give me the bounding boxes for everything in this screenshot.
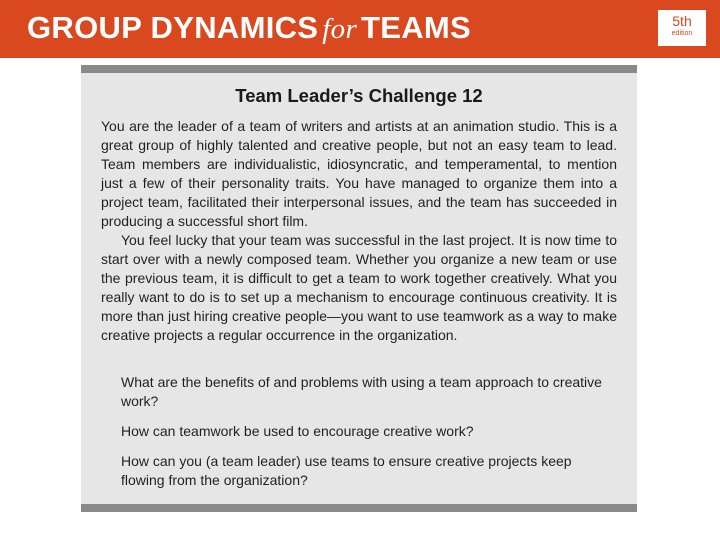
edition-label: edition	[671, 30, 693, 37]
challenge-card: Team Leader’s Challenge 12 You are the l…	[81, 65, 637, 512]
book-title: GROUP DYNAMICS for TEAMS	[27, 8, 471, 49]
challenge-title: Team Leader’s Challenge 12	[235, 85, 483, 106]
edition-badge: 5th edition	[658, 10, 706, 46]
card-bottom-rule	[81, 504, 637, 512]
challenge-paragraph: You are the leader of a team of writers …	[101, 118, 617, 229]
question-item: What are the benefits of and problems wi…	[121, 374, 602, 409]
card-top-rule	[81, 65, 637, 73]
header-banner: GROUP DYNAMICS for TEAMS 5th edition	[0, 0, 720, 58]
question-item: How can teamwork be used to encourage cr…	[121, 423, 474, 439]
challenge-body: You are the leader of a team of writers …	[101, 117, 617, 345]
edition-number: 5th	[672, 13, 692, 29]
book-title-left: GROUP DYNAMICS	[27, 10, 319, 45]
challenge-paragraph: You feel lucky that your team was succes…	[101, 232, 617, 343]
book-title-right: TEAMS	[361, 10, 472, 45]
challenge-questions: What are the benefits of and problems wi…	[121, 373, 617, 501]
book-title-for: for	[322, 13, 358, 45]
question-item: How can you (a team leader) use teams to…	[121, 453, 572, 488]
